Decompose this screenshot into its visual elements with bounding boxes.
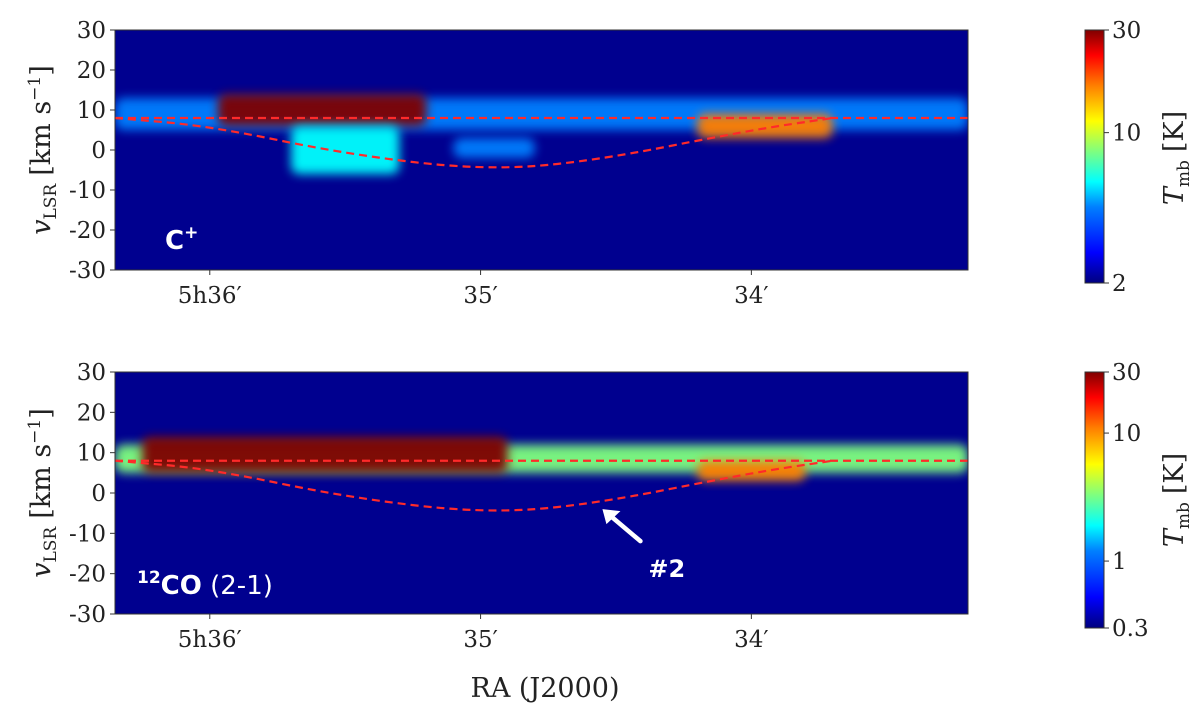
panel-label-sup: + (184, 223, 198, 243)
panel-label: 12CO (2-1) (137, 568, 273, 601)
ylabel-var: v (26, 220, 57, 235)
y-tick-label: -10 (69, 521, 106, 547)
ylabel-units: [km s (26, 101, 57, 176)
y-tick-label: 20 (77, 400, 106, 426)
annotation-label: #2 (648, 555, 685, 583)
y-tick-label: 10 (77, 441, 106, 467)
ylabel-exp: −1 (25, 76, 45, 101)
y-tick-label: -30 (69, 602, 106, 628)
emission-region (453, 138, 535, 158)
emission-region (697, 114, 833, 138)
cb-units: [K] (1159, 111, 1190, 152)
cb-var: T (1159, 527, 1190, 547)
cb-sub: mb (1174, 502, 1194, 529)
colorbar-tick-label: 2 (1112, 271, 1127, 297)
annotation: #2 (602, 509, 685, 583)
ylabel-var: v (26, 563, 57, 578)
plot-area (115, 30, 968, 270)
y-axis: 30 20 10 0 -10 -20 -30 (69, 18, 115, 284)
reference-line-arc (115, 116, 833, 169)
colorbar-tick-label: 0.3 (1112, 616, 1149, 642)
reference-lines (115, 459, 968, 512)
colorbar-cplus: 30 10 2 Tmb [K] (1084, 18, 1194, 297)
colorbar-tick-label: 1 (1112, 549, 1127, 575)
cb-units: [K] (1159, 453, 1190, 494)
panel-label-light: (2-1) (202, 571, 273, 601)
x-axis: 5h36′ 35′ 34′ (178, 270, 769, 309)
emission-region (291, 126, 400, 174)
panel-label: C+ (165, 223, 198, 256)
annotation-arrow-head (602, 509, 621, 525)
plot-area (115, 372, 968, 614)
x-axis-title: RA (J2000) (470, 673, 619, 704)
ylabel-sub: LSR (41, 183, 61, 220)
y-tick-label: -20 (69, 218, 106, 244)
colorbar-tick-label: 30 (1112, 360, 1141, 386)
y-tick-label: -10 (69, 178, 106, 204)
colorbar-title: Tmb [K] (1159, 453, 1194, 547)
ylabel-close: ] (26, 408, 57, 419)
colorbar-tick-label: 30 (1112, 18, 1141, 44)
y-tick-label: 0 (91, 481, 106, 507)
y-axis-title: vLSR [km s−1] (25, 408, 61, 578)
ylabel-close: ] (26, 65, 57, 76)
colorbar-ticks: 30 10 1 0.3 (1104, 360, 1149, 642)
x-tick-label: 34′ (734, 627, 769, 653)
x-tick-label: 5h36′ (178, 627, 242, 653)
y-axis: 30 20 10 0 -10 -20 -30 (69, 360, 115, 628)
ylabel-units: [km s (26, 444, 57, 519)
reference-line-arc (115, 459, 833, 512)
panel-label-main: CO (161, 571, 202, 601)
colorbar-gradient (1084, 371, 1105, 629)
colorbar-tick-label: 10 (1112, 421, 1141, 447)
panel-cplus: 30 20 10 0 -10 -20 -30 5h36′ 35′ 34′ vLSR [km s−1… (25, 18, 969, 309)
y-tick-label: 20 (77, 58, 106, 84)
y-axis-title: vLSR [km s−1] (25, 65, 61, 235)
emission-region (697, 460, 806, 481)
panel-12co: 30 20 10 0 -10 -20 -30 5h36′ 35′ 34′ vLSR [km s−1… (25, 360, 969, 704)
reference-lines (115, 116, 968, 169)
y-tick-label: -20 (69, 562, 106, 588)
cb-var: T (1159, 185, 1190, 205)
emission-map (115, 436, 968, 481)
ylabel-sub: LSR (41, 526, 61, 563)
y-tick-label: 30 (77, 360, 106, 386)
emission-region (217, 94, 427, 126)
y-tick-label: -30 (69, 258, 106, 284)
colorbar-tick-label: 10 (1112, 121, 1141, 147)
cb-sub: mb (1174, 160, 1194, 187)
x-tick-label: 35′ (463, 283, 498, 309)
y-tick-label: 30 (77, 18, 106, 44)
ylabel-exp: −1 (25, 419, 45, 444)
y-tick-label: 10 (77, 98, 106, 124)
emission-region (142, 436, 508, 473)
x-axis: 5h36′ 35′ 34′ (178, 614, 769, 653)
emission-map (115, 94, 968, 174)
colorbar-gradient (1084, 29, 1105, 284)
colorbar-12co: 30 10 1 0.3 Tmb [K] (1084, 360, 1194, 642)
annotation-arrow-shaft (606, 511, 643, 544)
x-tick-label: 35′ (463, 627, 498, 653)
colorbar-ticks: 30 10 2 (1104, 18, 1141, 297)
panel-label-sup: 12 (137, 568, 161, 588)
y-tick-label: 0 (91, 138, 106, 164)
colorbar-title: Tmb [K] (1159, 111, 1194, 205)
panel-label-main: C (165, 226, 184, 256)
x-tick-label: 5h36′ (178, 283, 242, 309)
x-tick-label: 34′ (734, 283, 769, 309)
